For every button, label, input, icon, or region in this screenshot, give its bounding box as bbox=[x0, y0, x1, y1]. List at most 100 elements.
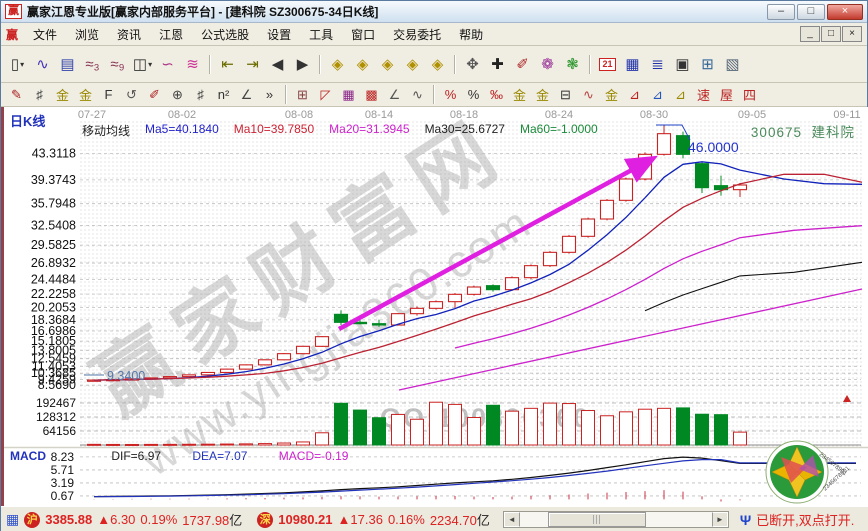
menu-item-gann[interactable]: 江恩 bbox=[159, 27, 184, 42]
high-price-label: 46.0000 bbox=[688, 139, 739, 155]
menu-item-tools[interactable]: 工具 bbox=[309, 27, 334, 42]
time-grid-icon[interactable]: ♯ bbox=[197, 87, 204, 102]
trend-arrow[interactable] bbox=[337, 155, 658, 331]
quote-report-icon[interactable]: ▤ bbox=[60, 56, 75, 73]
svg-text:192467: 192467 bbox=[36, 396, 76, 410]
notes-icon[interactable]: ≣ bbox=[651, 56, 664, 73]
connection-status[interactable]: 已断开,双点打开. bbox=[756, 513, 855, 528]
first-page-icon[interactable]: ⇤ bbox=[221, 56, 234, 73]
gann-angle-line[interactable] bbox=[398, 288, 863, 391]
gann-diamond-1-icon[interactable]: ◈ bbox=[331, 56, 344, 73]
rainbow-chart-icon[interactable]: ≋ bbox=[186, 56, 199, 73]
market-grid-icon[interactable]: ▦ bbox=[6, 511, 20, 527]
cycle-circle-icon[interactable]: ⊕ bbox=[172, 86, 183, 102]
percent2-icon[interactable]: % bbox=[467, 87, 480, 102]
chart-dot-grid bbox=[79, 120, 864, 447]
horizontal-scrollbar[interactable]: ◄ ► bbox=[502, 511, 729, 528]
connection-antenna-icon[interactable]: Ψ bbox=[739, 511, 752, 528]
price-annotations: 46.0000 9.3400 bbox=[84, 124, 851, 402]
grid-ruler-icon[interactable]: ♯ bbox=[36, 87, 43, 102]
mdi-restore-button[interactable]: □ bbox=[821, 26, 841, 42]
scrollbar-thumb[interactable] bbox=[547, 512, 646, 527]
draw-pen-icon[interactable]: ✎ bbox=[11, 86, 22, 102]
candle-style-icon[interactable]: ◫ ▾ bbox=[132, 56, 153, 73]
fan-lines-icon[interactable]: ◸ bbox=[320, 86, 331, 102]
angle-line-icon[interactable]: ∠ bbox=[388, 86, 401, 102]
close-button[interactable]: × bbox=[827, 3, 863, 20]
marker-pen-icon[interactable]: ✐ bbox=[516, 56, 529, 73]
four-tool-icon[interactable]: 四 bbox=[742, 88, 756, 103]
scrollbar-track[interactable] bbox=[520, 512, 712, 527]
price-ruler-icon[interactable]: ⊟ bbox=[560, 86, 571, 102]
zigzag-icon[interactable]: ∿ bbox=[412, 86, 423, 102]
gann-diamond-2-icon[interactable]: ◈ bbox=[356, 56, 369, 73]
prev-period-icon[interactable]: ◀ bbox=[271, 56, 284, 73]
leaf-tool-icon[interactable]: ❃ bbox=[566, 56, 579, 73]
spiral-icon[interactable]: ↺ bbox=[126, 86, 137, 102]
minutes-9-icon[interactable]: ≈₉ bbox=[110, 55, 125, 73]
menu-item-file[interactable]: 文件 bbox=[33, 27, 58, 42]
minutes-3-icon[interactable]: ≈₃ bbox=[85, 55, 100, 73]
menu-item-help[interactable]: 帮助 bbox=[459, 27, 484, 42]
svg-text:10.3685: 10.3685 bbox=[31, 366, 76, 380]
gold-lines-icon[interactable]: 金 bbox=[535, 88, 549, 103]
menu-item-browse[interactable]: 浏览 bbox=[75, 27, 100, 42]
gold-circle-icon[interactable]: 金 bbox=[512, 88, 526, 103]
scroll-right-arrow[interactable]: ► bbox=[711, 512, 728, 527]
volume-bars[interactable] bbox=[87, 401, 747, 446]
crosshair-icon[interactable]: ✚ bbox=[491, 56, 504, 73]
svg-text:20.2053: 20.2053 bbox=[31, 301, 76, 315]
drag-hand-icon[interactable]: ✥ bbox=[466, 56, 479, 73]
calculator-icon[interactable]: ▦ bbox=[625, 56, 640, 73]
gann-diamond-5-icon[interactable]: ◈ bbox=[431, 56, 444, 73]
golden-ratio2-icon[interactable]: 金 bbox=[78, 88, 92, 103]
wave-tool-icon[interactable]: ∽ bbox=[161, 56, 174, 73]
kline-canvas[interactable]: 43.3118 39.3743 35.7948 32.5408 29.5825 26.89… bbox=[4, 107, 868, 506]
menu-item-trade[interactable]: 交易委托 bbox=[393, 27, 442, 42]
percent-line-icon[interactable]: % bbox=[444, 87, 457, 102]
gann-diamond-3-icon[interactable]: ◈ bbox=[381, 56, 394, 73]
square-n2-icon[interactable]: n² bbox=[217, 87, 230, 102]
svg-text:08-14: 08-14 bbox=[365, 109, 393, 121]
angle-f-icon[interactable]: ⊿ bbox=[652, 86, 663, 102]
kline-style-icon[interactable]: ▯ ▾ bbox=[10, 56, 25, 73]
last-page-icon[interactable]: ⇥ bbox=[246, 56, 259, 73]
scroll-left-arrow[interactable]: ◄ bbox=[503, 512, 520, 527]
sh-index-change: ▲6.30 bbox=[97, 512, 136, 527]
gold-angle-icon[interactable]: 金 bbox=[604, 88, 618, 103]
menu-item-formula-pick[interactable]: 公式选股 bbox=[201, 27, 250, 42]
menu-item-window[interactable]: 窗口 bbox=[351, 27, 376, 42]
chart-area[interactable]: 赢家财富网 www.yingjia360.com QQ:100800360 43… bbox=[1, 107, 868, 506]
pen2-icon[interactable]: ✐ bbox=[149, 86, 160, 102]
gann-net-icon[interactable]: ▩ bbox=[365, 86, 378, 102]
gann-diamond-4-icon[interactable]: ◈ bbox=[406, 56, 419, 73]
fibo-f-icon[interactable]: F bbox=[104, 87, 113, 102]
house-tool-icon[interactable]: 屋 bbox=[719, 88, 733, 103]
speed-line-icon[interactable]: 速 bbox=[696, 88, 710, 103]
menu-item-news[interactable]: 资讯 bbox=[117, 27, 142, 42]
wave-count-icon[interactable]: ∿ bbox=[583, 86, 594, 102]
permille-icon[interactable]: ‰ bbox=[490, 87, 503, 102]
save-icon[interactable]: ▣ bbox=[675, 56, 690, 73]
svg-text:9.4259: 9.4259 bbox=[38, 372, 76, 386]
calendar-icon[interactable]: 21 bbox=[595, 52, 620, 77]
angle-ruler-icon[interactable]: ∠ bbox=[240, 86, 253, 102]
angle-j-icon[interactable]: ⊿ bbox=[629, 86, 640, 102]
restore-button[interactable]: □ bbox=[797, 3, 825, 20]
more-tools-icon[interactable]: » bbox=[265, 87, 274, 102]
mdi-minimize-button[interactable]: _ bbox=[800, 26, 820, 42]
minimize-button[interactable]: – bbox=[767, 3, 795, 20]
golden-section-icon[interactable]: 金 bbox=[55, 88, 69, 103]
flower-tool-icon[interactable]: ❁ bbox=[541, 56, 554, 73]
angle-g-icon[interactable]: ⊿ bbox=[675, 86, 686, 102]
export-icon[interactable]: ⊞ bbox=[701, 56, 714, 73]
mdi-close-button[interactable]: × bbox=[842, 26, 862, 42]
macd-plot[interactable] bbox=[93, 456, 856, 502]
curve-mode-icon[interactable]: ∿ bbox=[36, 56, 49, 73]
gann-grid-icon[interactable]: ▦ bbox=[342, 86, 355, 102]
gann-box-icon[interactable]: ⊞ bbox=[297, 86, 308, 102]
menu-item-settings[interactable]: 设置 bbox=[267, 27, 292, 42]
remote-pc-icon[interactable]: ▧ bbox=[725, 56, 740, 73]
next-period-icon[interactable]: ▶ bbox=[296, 56, 309, 73]
svg-text:35.7948: 35.7948 bbox=[31, 197, 76, 211]
